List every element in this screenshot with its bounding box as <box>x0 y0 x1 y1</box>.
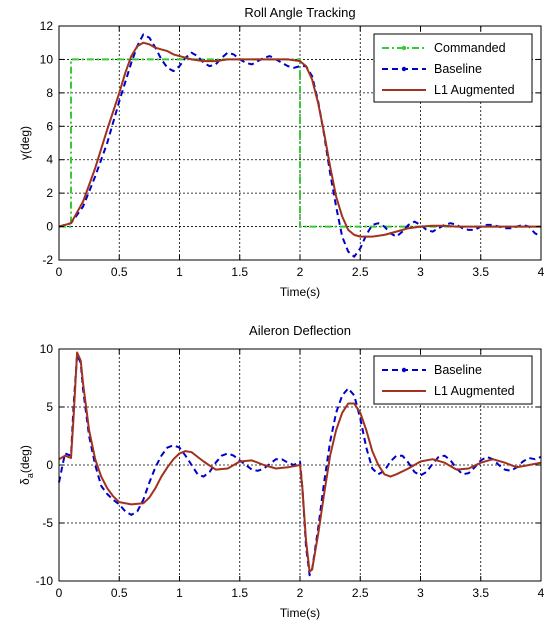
chart-title: Aileron Deflection <box>249 323 351 338</box>
x-tick-label: 3.5 <box>472 586 489 600</box>
x-tick-label: 2.5 <box>352 586 369 600</box>
x-tick-label: 1 <box>176 265 183 279</box>
y-axis-label: γ(deg) <box>18 126 32 160</box>
legend-marker-baseline <box>401 66 407 72</box>
x-tick-label: 1.5 <box>231 265 248 279</box>
x-tick-label: 0.5 <box>111 586 128 600</box>
y-tick-label: 2 <box>46 186 53 200</box>
legend-label-l1-augmented: L1 Augmented <box>434 83 515 97</box>
legend-marker-baseline <box>401 367 407 373</box>
legend: Commanded Baseline L1 Augmented <box>373 33 533 103</box>
x-tick-label: 0 <box>56 586 63 600</box>
y-tick-labels: -10 -5 0 5 10 <box>36 342 54 588</box>
x-tick-label: 3.5 <box>472 265 489 279</box>
legend-label-baseline: Baseline <box>434 363 482 377</box>
y-tick-labels: -2 0 2 4 6 8 10 12 <box>40 19 54 267</box>
x-tick-label: 1 <box>176 586 183 600</box>
y-tick-label: 8 <box>46 86 53 100</box>
legend: Baseline L1 Augmented <box>373 355 533 405</box>
roll-angle-chart: Roll Angle Tracking 0 0.5 1 1.5 2 2.5 3 3.5 4 -2… <box>18 5 545 299</box>
y-tick-label: 6 <box>46 119 53 133</box>
x-axis-label: Time(s) <box>280 285 320 299</box>
x-tick-label: 1.5 <box>231 586 248 600</box>
y-axis-label-symbol: δ <box>18 478 32 485</box>
y-axis-label-subscript: a <box>25 473 35 478</box>
y-axis-label-unit: (deg) <box>18 445 32 473</box>
aileron-deflection-chart: Aileron Deflection 0 0.5 1 1.5 2 2.5 3 3.5 4 -10… <box>18 323 545 620</box>
x-tick-label: 2 <box>297 265 304 279</box>
series-line-commanded <box>59 58 541 228</box>
x-axis-label: Time(s) <box>280 606 320 620</box>
x-tick-labels: 0 0.5 1 1.5 2 2.5 3 3.5 4 <box>56 586 545 600</box>
axis-ticks <box>58 348 542 582</box>
x-tick-label: 0 <box>56 265 63 279</box>
series-line-l1-augmented <box>58 41 541 238</box>
y-tick-label: 10 <box>40 52 54 66</box>
series-layer <box>58 351 542 577</box>
chart-title: Roll Angle Tracking <box>244 5 355 20</box>
legend-label-l1-augmented: L1 Augmented <box>434 384 515 398</box>
y-tick-label: -10 <box>36 574 54 588</box>
series-line-l1-augmented <box>58 351 542 573</box>
x-tick-label: 3 <box>417 265 424 279</box>
x-tick-label: 3 <box>417 586 424 600</box>
y-tick-label: -5 <box>42 516 53 530</box>
y-tick-label: 4 <box>46 153 53 167</box>
x-tick-labels: 0 0.5 1 1.5 2 2.5 3 3.5 4 <box>56 265 545 279</box>
y-tick-label: 10 <box>40 342 54 356</box>
legend-marker-commanded <box>401 45 407 51</box>
x-tick-label: 4 <box>538 265 545 279</box>
y-tick-label: 12 <box>40 19 54 33</box>
x-tick-label: 2.5 <box>352 265 369 279</box>
y-tick-label: 0 <box>46 220 53 234</box>
x-tick-label: 4 <box>538 586 545 600</box>
series-layer <box>58 33 542 258</box>
series-line-baseline <box>58 353 542 577</box>
y-tick-label: 0 <box>46 458 53 472</box>
y-axis-label: δa(deg) <box>18 445 35 485</box>
legend-box <box>373 355 533 405</box>
y-tick-label: -2 <box>42 253 53 267</box>
x-tick-label: 0.5 <box>111 265 128 279</box>
x-tick-label: 2 <box>297 586 304 600</box>
legend-label-commanded: Commanded <box>434 41 506 55</box>
legend-label-baseline: Baseline <box>434 62 482 76</box>
axis-ticks <box>58 25 542 261</box>
y-tick-label: 5 <box>46 400 53 414</box>
